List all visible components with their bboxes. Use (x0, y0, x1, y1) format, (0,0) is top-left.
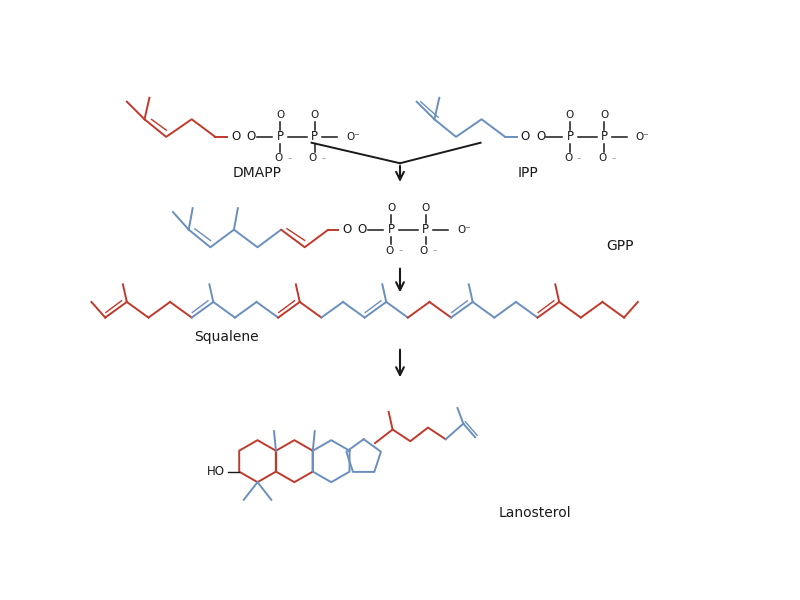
Text: ⁻: ⁻ (611, 155, 616, 164)
Text: O: O (309, 154, 317, 163)
Text: P: P (601, 130, 608, 143)
Text: P: P (422, 223, 429, 236)
Text: O: O (310, 110, 318, 121)
Text: P: P (277, 130, 284, 143)
Text: ⁻: ⁻ (398, 248, 402, 257)
Text: HO: HO (206, 465, 225, 478)
Text: O: O (566, 110, 574, 121)
Text: ⁻: ⁻ (322, 155, 326, 164)
Text: O: O (600, 110, 609, 121)
Text: O: O (521, 130, 530, 143)
Text: O⁻: O⁻ (346, 132, 360, 142)
Text: O: O (231, 130, 240, 143)
Text: P: P (566, 130, 574, 143)
Text: ⁻: ⁻ (577, 155, 582, 164)
Text: O: O (342, 223, 351, 236)
Text: O: O (387, 203, 395, 213)
Text: ⁻: ⁻ (287, 155, 291, 164)
Text: P: P (388, 223, 394, 236)
Text: DMAPP: DMAPP (233, 166, 282, 180)
Text: Squalene: Squalene (194, 330, 258, 344)
Text: O: O (385, 246, 394, 256)
Text: O: O (274, 154, 282, 163)
Text: O⁻: O⁻ (636, 132, 650, 142)
Text: Lanosterol: Lanosterol (498, 506, 571, 520)
Text: GPP: GPP (606, 239, 634, 253)
Text: O: O (536, 130, 545, 143)
Text: P: P (311, 130, 318, 143)
Text: IPP: IPP (518, 166, 538, 180)
Text: ⁻: ⁻ (433, 248, 437, 257)
Text: O: O (564, 154, 572, 163)
Text: O: O (598, 154, 606, 163)
Text: O: O (422, 203, 430, 213)
Text: O: O (357, 223, 366, 236)
Text: O⁻: O⁻ (457, 224, 470, 235)
Text: O: O (246, 130, 255, 143)
Text: O: O (276, 110, 284, 121)
Text: O: O (419, 246, 428, 256)
